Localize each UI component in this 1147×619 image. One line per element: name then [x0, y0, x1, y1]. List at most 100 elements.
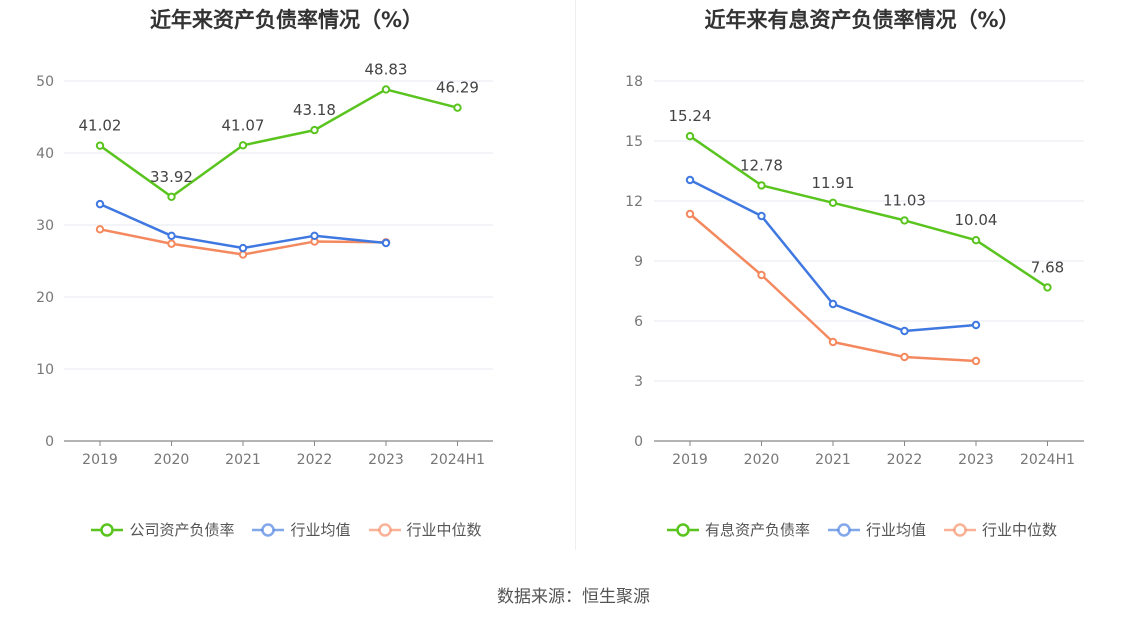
legend-label: 有息资产负债率	[704, 521, 810, 539]
legend-circle	[837, 522, 851, 537]
y-tick-label: 50	[36, 74, 54, 90]
data-point	[167, 231, 176, 241]
chart-legend: 公司资产负债率 行业均值 行业中位数	[0, 519, 573, 540]
legend-circle	[676, 522, 690, 537]
legend-item[interactable]: 有息资产负债率	[666, 519, 810, 540]
data-label: 43.18	[293, 101, 336, 119]
chart-title: 近年来资产负债率情况（%）	[149, 8, 424, 32]
y-tick-label: 18	[625, 74, 643, 90]
data-label: 11.03	[883, 191, 926, 209]
x-tick-label: 2020	[154, 452, 190, 468]
data-label: 41.07	[222, 116, 265, 134]
data-point	[238, 250, 248, 259]
data-point	[757, 181, 766, 190]
data-point	[900, 352, 909, 362]
data-point	[685, 132, 695, 141]
legend-label: 行业中位数	[406, 521, 482, 539]
legend-marker-icon	[666, 522, 699, 537]
data-point	[900, 326, 909, 336]
legend-item[interactable]: 行业均值	[252, 519, 351, 540]
legend-label: 公司资产负债率	[129, 521, 235, 539]
series-line	[689, 135, 1049, 289]
y-tick-label: 10	[36, 362, 54, 378]
data-label: 33.92	[150, 168, 193, 186]
y-tick-label: 0	[634, 434, 643, 450]
legend-marker-icon	[827, 522, 860, 537]
data-point	[310, 125, 319, 135]
chart-panel-interest-debt-ratio: 近年来有息资产负债率情况（%） 0 3 6 9 12 15 18 2019 2020 2021 20…	[577, 0, 1147, 560]
legend-marker-icon	[368, 522, 401, 537]
data-point	[238, 243, 248, 253]
data-point	[95, 141, 105, 150]
x-tick-label: 2023	[958, 452, 994, 468]
data-label: 46.29	[436, 79, 479, 97]
chart-title: 近年来有息资产负债率情况（%）	[704, 8, 1020, 32]
legend-circle	[377, 522, 392, 537]
x-tick-label: 2023	[368, 452, 404, 468]
data-point	[167, 192, 176, 201]
y-tick-label: 6	[634, 314, 643, 330]
x-tick-label: 2019	[82, 452, 118, 468]
x-tick-label: 2019	[672, 452, 708, 468]
x-tick-label: 2024H1	[430, 452, 485, 468]
chart-plot-debt-ratio: 0 10 20 30 40 50 2019 2020 2021 2022 2023 2024H1 41.…	[36, 60, 493, 468]
data-point	[971, 356, 981, 366]
data-point	[95, 199, 105, 209]
legend-marker-icon	[944, 522, 976, 537]
y-tick-label: 3	[634, 374, 643, 390]
y-tick-label: 12	[625, 194, 643, 210]
chart-legend: 有息资产负债率 行业均值 行业中位数	[577, 519, 1147, 540]
y-tick-label: 20	[36, 290, 54, 306]
y-tick-label: 30	[36, 218, 54, 234]
data-label: 15.24	[669, 107, 712, 125]
data-point	[453, 103, 462, 112]
data-point	[828, 198, 838, 208]
panel-divider	[575, 0, 576, 550]
x-tick-label: 2021	[225, 452, 261, 468]
legend-label: 行业中位数	[982, 521, 1058, 539]
data-point	[95, 225, 105, 234]
y-tick-label: 0	[45, 434, 54, 450]
legend-item[interactable]: 公司资产负债率	[91, 519, 234, 540]
x-tick-label: 2021	[815, 452, 851, 468]
legend-marker-icon	[91, 522, 124, 537]
data-point	[757, 270, 766, 280]
chart-plot-interest-debt-ratio: 0 3 6 9 12 15 18 2019 2020 2021 2022 2023 2024H1 15.2…	[625, 74, 1084, 468]
data-point	[381, 85, 391, 94]
chart-panel-debt-ratio: 近年来资产负债率情况（%） 0 10 20 30 40 50 2019 2020 2021 202…	[0, 0, 573, 560]
data-point	[685, 175, 695, 185]
data-point	[971, 320, 981, 330]
x-tick-label: 2022	[297, 452, 333, 468]
data-point	[828, 299, 838, 309]
data-point	[1043, 283, 1052, 292]
data-point	[828, 337, 838, 347]
series-line	[99, 88, 458, 199]
x-tick-label: 2024H1	[1020, 452, 1075, 468]
data-label: 48.83	[365, 60, 408, 78]
data-label: 41.02	[79, 117, 122, 135]
legend-circle	[261, 522, 276, 537]
data-label: 12.78	[740, 156, 783, 174]
data-point	[757, 211, 766, 221]
legend-circle	[953, 522, 967, 537]
data-point	[167, 239, 176, 248]
x-tick-label: 2022	[887, 452, 923, 468]
data-label: 10.04	[955, 211, 998, 229]
data-label: 11.91	[812, 174, 855, 192]
data-label: 7.68	[1031, 258, 1064, 276]
x-tick-label: 2020	[744, 452, 780, 468]
legend-item[interactable]: 行业中位数	[944, 519, 1057, 540]
data-point	[381, 238, 391, 248]
y-tick-label: 9	[634, 254, 643, 270]
legend-item[interactable]: 行业中位数	[368, 519, 482, 540]
legend-circle	[100, 522, 115, 537]
legend-item[interactable]: 行业均值	[827, 519, 926, 540]
data-point	[238, 141, 248, 150]
y-tick-label: 15	[625, 134, 643, 150]
legend-marker-icon	[252, 522, 285, 537]
data-source-note: 数据来源：恒生聚源	[497, 587, 650, 607]
data-point	[685, 209, 695, 219]
legend-label: 行业均值	[865, 521, 926, 539]
data-point	[310, 231, 319, 241]
data-point	[900, 216, 909, 225]
